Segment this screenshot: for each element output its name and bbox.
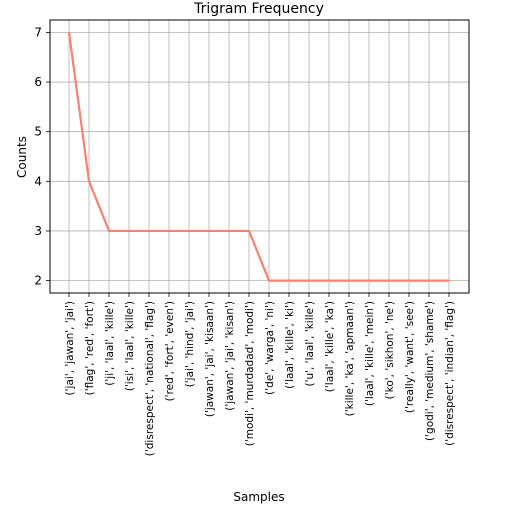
y-axis-ticks: 2 3 4 5 6 7	[34, 25, 50, 288]
data-point	[168, 230, 170, 232]
x-axis-ticks: ('jai', 'jawan', 'jai') ('flag', 'red', '…	[64, 293, 456, 456]
x-tick-label: ('de', 'warga', 'ni')	[264, 301, 276, 395]
data-point	[248, 230, 250, 232]
data-point	[88, 180, 90, 182]
data-point	[328, 280, 330, 282]
x-tick-label: ('disrespect', 'indian', 'flag')	[444, 301, 456, 446]
data-point	[308, 280, 310, 282]
x-tick-label: ('jawan', 'jai', 'kisan')	[224, 301, 236, 411]
x-tick-label: ('modi', 'murdadad', 'modi')	[244, 301, 256, 446]
y-tick-label: 4	[34, 174, 42, 188]
data-point	[288, 280, 290, 282]
x-tick-label: ('ji', 'laal', 'kille')	[104, 301, 116, 386]
data-point	[148, 230, 150, 232]
x-tick-label: ('disrespect', 'national', 'flag')	[144, 301, 156, 456]
data-point	[368, 280, 370, 282]
data-point	[388, 280, 390, 282]
x-tick-label: ('flag', 'red', 'fort')	[84, 301, 96, 395]
data-point	[268, 280, 270, 282]
series-line	[67, 32, 449, 282]
x-axis-label: Samples	[233, 490, 284, 504]
x-tick-label: ('laal', 'kille', 'ka')	[324, 301, 336, 392]
data-point	[348, 280, 350, 282]
grid	[50, 20, 469, 293]
data-point	[228, 230, 230, 232]
x-tick-label: ('laal', 'kille', 'mein')	[364, 301, 376, 406]
y-tick-label: 7	[34, 25, 42, 39]
x-tick-label: ('u', 'laal', 'kille')	[304, 301, 316, 387]
x-tick-label: ('jai', 'jawan', 'jai')	[64, 301, 76, 395]
series-line-layer	[67, 31, 450, 282]
x-tick-label: ('isi', 'laal', 'kille')	[124, 301, 136, 391]
data-point	[188, 230, 190, 232]
data-point	[408, 280, 410, 282]
y-tick-label: 3	[34, 224, 42, 238]
x-tick-label: ('ko', 'sikhon', 'ne')	[384, 301, 396, 399]
chart-title: Trigram Frequency	[193, 1, 324, 17]
x-tick-label: ('laal', 'kille', 'ki')	[284, 301, 296, 389]
data-point	[128, 230, 130, 232]
y-tick-label: 6	[34, 75, 42, 89]
x-tick-label: ('really', 'want', 'see')	[404, 301, 416, 413]
y-tick-label: 2	[34, 274, 42, 288]
x-tick-label: ('kille', 'ka', 'apmaan')	[344, 301, 356, 416]
y-axis-label: Counts	[15, 136, 29, 178]
x-tick-label: ('godi', 'medium', 'shame')	[424, 301, 436, 441]
x-tick-label: ('jai', 'hind', 'jai')	[184, 301, 196, 387]
data-point	[108, 230, 110, 232]
x-tick-label: ('jawan', 'jai', 'kisaan')	[204, 301, 216, 417]
data-point	[448, 280, 450, 282]
data-point	[208, 230, 210, 232]
y-tick-label: 5	[34, 125, 42, 139]
data-point	[428, 280, 430, 282]
x-tick-label: ('red', 'fort', 'even')	[164, 301, 176, 401]
plot-frame	[49, 19, 470, 294]
data-point	[68, 31, 70, 33]
